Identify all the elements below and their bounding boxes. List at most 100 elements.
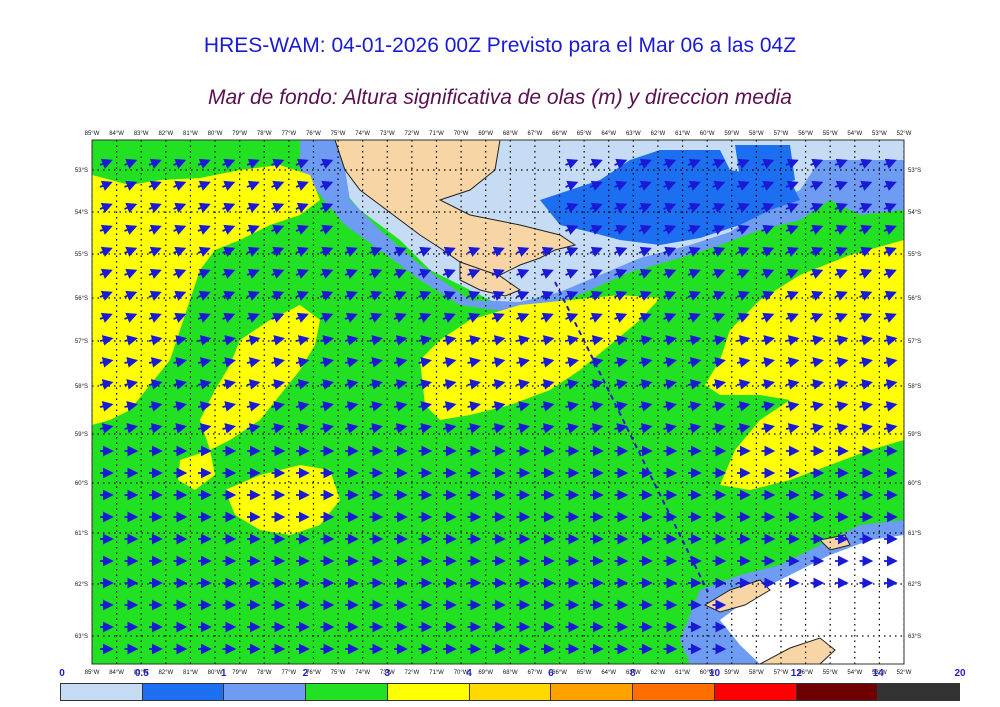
swell-arrow xyxy=(859,401,873,412)
swell-arrow xyxy=(222,401,236,412)
swell-arrow xyxy=(687,335,702,346)
swell-arrow xyxy=(295,312,309,323)
swell-arrow xyxy=(246,401,261,412)
swell-arrow xyxy=(883,357,898,368)
swell-arrow xyxy=(687,290,701,301)
swell-arrow xyxy=(197,158,211,169)
swell-arrow xyxy=(687,312,701,323)
legend-tick-label: 8 xyxy=(629,668,636,679)
swell-arrow xyxy=(614,379,628,390)
lon-label: 57°W xyxy=(774,670,789,676)
swell-arrow xyxy=(687,401,702,412)
swell-arrow xyxy=(687,268,701,279)
swell-arrow xyxy=(148,180,162,191)
swell-arrow xyxy=(99,335,114,346)
lon-label: 56°W xyxy=(798,670,813,676)
swell-arrow xyxy=(369,335,383,346)
lon-label: 54°W xyxy=(847,131,862,137)
lon-label: 61°W xyxy=(675,131,690,137)
swell-arrow xyxy=(418,290,432,301)
lon-label: 59°W xyxy=(724,131,739,137)
swell-arrow xyxy=(246,202,260,213)
color-legend xyxy=(60,683,960,701)
swell-arrow xyxy=(614,246,628,257)
swell-arrow xyxy=(148,158,162,169)
swell-arrow xyxy=(589,401,604,412)
swell-arrow xyxy=(785,202,799,213)
lon-label: 85°W xyxy=(85,131,100,137)
swell-arrow xyxy=(883,290,897,301)
swell-arrow xyxy=(859,224,873,235)
lat-label: 62°S xyxy=(908,582,921,588)
swell-arrow xyxy=(687,158,701,169)
swell-arrow xyxy=(589,202,603,213)
swell-arrow xyxy=(663,246,677,257)
swell-arrow xyxy=(393,312,407,323)
swell-arrow xyxy=(295,290,309,301)
swell-arrow xyxy=(491,290,505,301)
lon-labels-bottom: 85°W 84°W 83°W 82°W 81°W 80°W 79°W 78°W 77°W 76°W… xyxy=(85,670,912,676)
lon-label: 69°W xyxy=(478,670,493,676)
swell-arrow xyxy=(320,357,334,368)
swell-arrow xyxy=(99,379,114,390)
swell-arrow xyxy=(173,202,187,213)
swell-arrow xyxy=(638,202,652,213)
swell-arrow xyxy=(614,158,628,169)
swell-arrow xyxy=(516,246,530,257)
swell-arrow xyxy=(736,379,751,390)
legend-tick-label: 2 xyxy=(302,668,309,679)
swell-arrow xyxy=(761,401,775,412)
swell-arrow xyxy=(369,312,383,323)
lon-label: 63°W xyxy=(626,131,641,137)
swell-arrow xyxy=(736,357,751,368)
swell-arrow xyxy=(785,268,799,279)
swell-arrow xyxy=(393,401,408,412)
swell-arrow xyxy=(295,202,309,213)
swell-arrow xyxy=(638,312,652,323)
swell-arrow xyxy=(663,290,677,301)
swell-arrow xyxy=(663,401,677,412)
lon-label: 64°W xyxy=(601,670,616,676)
swell-arrow xyxy=(712,158,726,169)
swell-arrow xyxy=(859,180,873,191)
swell-arrow xyxy=(173,290,187,301)
swell-arrow xyxy=(810,401,824,412)
swell-arrow xyxy=(393,246,407,257)
swell-arrow xyxy=(442,335,457,346)
lon-label: 74°W xyxy=(355,670,370,676)
swell-arrow xyxy=(540,357,555,368)
swell-arrow xyxy=(859,357,873,368)
swell-arrow xyxy=(540,246,554,257)
swell-arrow xyxy=(883,335,898,346)
lat-label: 61°S xyxy=(908,531,921,537)
swell-arrow xyxy=(124,423,138,434)
swell-arrow xyxy=(638,379,653,390)
swell-arrow xyxy=(442,312,456,323)
swell-arrow xyxy=(614,401,628,412)
swell-arrow xyxy=(761,357,775,368)
lat-label: 58°S xyxy=(75,384,88,390)
swell-arrow xyxy=(712,379,726,390)
swell-arrow xyxy=(295,401,310,412)
swell-arrow xyxy=(222,379,236,390)
swell-arrow xyxy=(271,158,285,169)
swell-arrow xyxy=(197,379,212,390)
swell-arrow xyxy=(565,357,579,368)
legend-swatch xyxy=(224,684,307,700)
swell-arrow xyxy=(491,335,506,346)
swell-arrow xyxy=(736,202,750,213)
swell-arrow xyxy=(344,312,358,323)
swell-arrow xyxy=(320,379,334,390)
swell-arrow xyxy=(393,423,408,434)
swell-arrow xyxy=(320,290,334,301)
lon-label: 66°W xyxy=(552,670,567,676)
swell-arrow xyxy=(687,379,702,390)
swell-arrow xyxy=(736,335,751,346)
swell-arrow xyxy=(516,335,530,346)
swell-arrow xyxy=(124,180,138,191)
swell-arrow xyxy=(222,246,236,257)
swell-arrow xyxy=(197,180,211,191)
swell-arrow xyxy=(418,379,432,390)
swell-arrow xyxy=(736,180,750,191)
swell-arrow xyxy=(148,246,162,257)
